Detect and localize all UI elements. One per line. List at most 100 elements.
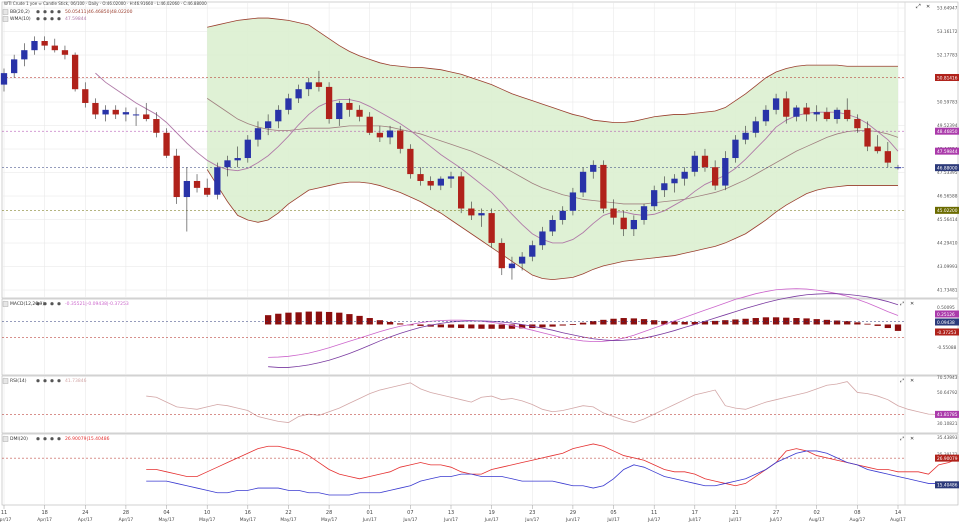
wma-legend-label: WMA(10) — [10, 16, 31, 22]
rsi-badge-text: 41.81785 — [937, 412, 958, 418]
macd-badge — [935, 328, 959, 336]
x-day-label: 28 — [326, 510, 332, 516]
candle-body — [0, 73, 8, 85]
macd-histogram-bar — [833, 320, 841, 325]
candle-body — [407, 148, 414, 175]
y-tick-label: 50.59783 — [937, 100, 958, 106]
x-day-label: 17 — [692, 510, 698, 516]
candle-body — [651, 190, 658, 207]
dmi-plus-line — [146, 443, 959, 487]
macd-badge — [935, 318, 959, 326]
settings-icon — [50, 17, 54, 21]
x-month-label: Jun/17 — [565, 517, 580, 523]
eye-icon — [36, 10, 40, 14]
macd-histogram-bar — [671, 321, 678, 325]
macd-histogram-bar — [874, 324, 881, 326]
macd-histogram-bar — [630, 318, 638, 325]
x-month-label: Jul/17 — [647, 517, 661, 523]
candle-body — [681, 171, 688, 179]
y-tick-label: 44.29410 — [937, 241, 958, 247]
eye-icon — [36, 302, 40, 306]
x-month-label: Jun/17 — [484, 517, 499, 523]
rsi-line — [146, 381, 939, 423]
candle-body — [132, 114, 140, 116]
delete-icon — [57, 302, 61, 306]
macd-histogram-bar — [417, 324, 424, 326]
delete-icon — [57, 10, 61, 14]
candle-body — [427, 180, 434, 186]
candle-body — [417, 174, 424, 181]
dmi-legend-swatch — [2, 436, 9, 442]
macd-histogram-bar — [305, 311, 312, 325]
macd-histogram-bar — [437, 324, 444, 328]
panel-frame-3 — [1, 433, 959, 506]
candle-body — [346, 102, 353, 110]
candle-body — [122, 112, 130, 115]
macd-histogram-bar — [366, 318, 373, 325]
x-day-label: 23 — [529, 510, 535, 516]
candle-body — [224, 160, 231, 168]
macd-legend-swatch — [2, 301, 9, 307]
bb-legend-value: 50.05411|46.46850|48.02200 — [65, 9, 133, 15]
candle-body — [620, 217, 627, 230]
x-month-label: Jul/17 — [688, 517, 702, 523]
macd-histogram-bar — [793, 318, 800, 325]
expand-icon: ⤢ — [916, 3, 921, 10]
macd-histogram-bar — [884, 324, 891, 329]
y-tick-label: 49.52394 — [937, 123, 958, 129]
x-month-label: May/17 — [280, 517, 296, 523]
candle-body — [468, 208, 475, 216]
candle-body — [854, 119, 861, 129]
x-day-label: 19 — [488, 510, 494, 516]
macd-histogram-bar — [488, 324, 495, 329]
close-icon — [43, 437, 47, 441]
candle-body — [295, 89, 302, 99]
candle-body — [864, 128, 871, 147]
bollinger-lower-line — [206, 169, 898, 281]
dmi-badge — [935, 454, 959, 462]
x-day-label: 08 — [854, 510, 860, 516]
eye-icon — [36, 437, 40, 441]
y-tick-label: 52.17783 — [937, 53, 958, 59]
x-month-label: Jul/17 — [769, 517, 783, 523]
candle-body — [772, 98, 780, 110]
macd-histogram-bar — [722, 320, 729, 325]
price-badge — [935, 147, 959, 155]
macd-histogram-bar — [742, 318, 749, 325]
x-day-label: 29 — [570, 510, 576, 516]
x-month-label: May/17 — [240, 517, 256, 523]
x-month-label: Jul/17 — [728, 517, 742, 523]
dmi-badge-text: 26.90079 — [937, 456, 958, 462]
macd-signal-line — [268, 293, 899, 368]
candle-body — [275, 109, 282, 122]
y-tick-label: 30.10821 — [937, 421, 958, 427]
macd-histogram-bar — [579, 322, 587, 325]
candle-body — [803, 107, 810, 115]
candle-body — [234, 158, 241, 161]
macd-histogram-bar — [681, 321, 688, 325]
candle-body — [305, 82, 312, 90]
x-day-label: 18 — [41, 510, 47, 516]
settings-icon — [50, 437, 54, 441]
macd-histogram-bar — [478, 324, 485, 329]
y-tick-label: 53.64947 — [937, 6, 958, 12]
macd-histogram-bar — [691, 321, 698, 325]
candle-body — [498, 242, 505, 269]
candle-body — [600, 164, 607, 209]
candle-body — [254, 128, 262, 140]
macd-histogram-bar — [732, 319, 739, 325]
macd-histogram-bar — [285, 312, 292, 325]
macd-histogram-bar — [386, 321, 394, 325]
x-day-label: 02 — [814, 510, 820, 516]
x-month-label: Jun/17 — [402, 517, 417, 523]
expand-icon: ⤢ — [900, 301, 904, 307]
y-tick-label: 43.09993 — [937, 264, 958, 270]
price-badge-text: 47.59844 — [937, 149, 958, 155]
candle-body — [691, 155, 698, 172]
bollinger-upper-line — [207, 17, 898, 123]
price-badge — [935, 73, 959, 81]
x-month-label: Apr/17 — [78, 517, 93, 523]
bollinger-middle-line — [206, 98, 899, 205]
close-icon — [43, 17, 47, 21]
